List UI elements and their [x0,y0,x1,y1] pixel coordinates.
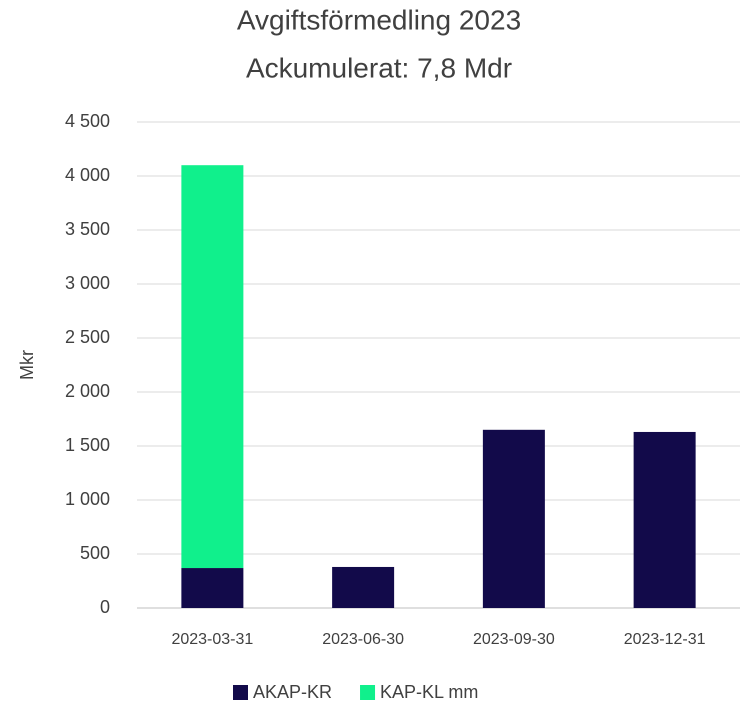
x-tick-label: 2023-06-30 [322,631,404,648]
bar-segment [181,568,244,608]
x-tick-label: 2023-09-30 [473,631,555,648]
y-tick-label: 1 500 [65,435,110,455]
x-tick-label: 2023-03-31 [171,631,253,648]
chart-title: Avgiftsförmedling 2023 [237,4,521,35]
y-tick-label: 0 [100,597,110,617]
bar-segment [633,431,696,608]
legend-swatch [233,685,248,700]
y-axis-label: Mkr [17,350,37,380]
bar-segment [482,429,545,608]
x-tick-label: 2023-12-31 [624,631,706,648]
y-tick-label: 3 500 [65,219,110,239]
y-tick-label: 4 000 [65,165,110,185]
legend-label: KAP-KL mm [380,682,478,702]
bar-segment [181,165,244,569]
y-tick-label: 4 500 [65,111,110,131]
chart-subtitle: Ackumulerat: 7,8 Mdr [246,52,512,83]
y-tick-label: 2 500 [65,327,110,347]
y-tick-label: 3 000 [65,273,110,293]
y-tick-label: 500 [80,543,110,563]
y-tick-label: 1 000 [65,489,110,509]
y-tick-label: 2 000 [65,381,110,401]
legend-label: AKAP-KR [253,682,332,702]
legend-swatch [360,685,376,700]
bar-segment [332,566,395,608]
